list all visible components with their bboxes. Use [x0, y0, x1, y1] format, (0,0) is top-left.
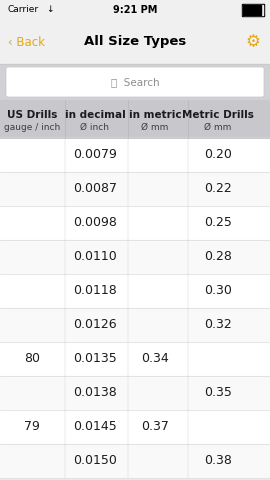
Bar: [0, 64, 270, 100]
Bar: [0, 444, 270, 478]
Bar: [0, 172, 270, 206]
Bar: [0, 100, 270, 138]
Bar: [243, 5, 263, 15]
Text: gauge / inch: gauge / inch: [4, 122, 60, 132]
Text: 9:21 PM: 9:21 PM: [113, 5, 157, 15]
Bar: [0, 376, 270, 410]
Bar: [0, 20, 270, 64]
Text: 0.0126: 0.0126: [73, 319, 117, 332]
Text: 0.0135: 0.0135: [73, 352, 117, 365]
Text: 0.30: 0.30: [204, 285, 232, 298]
Text: 0.22: 0.22: [204, 182, 232, 195]
Text: Metric Drills: Metric Drills: [182, 110, 254, 120]
Text: 0.0087: 0.0087: [73, 182, 117, 195]
Bar: [0, 206, 270, 240]
Text: 0.28: 0.28: [204, 251, 232, 264]
Text: 0.35: 0.35: [204, 386, 232, 399]
Bar: [0, 308, 270, 342]
Text: Ø mm: Ø mm: [141, 122, 169, 132]
Bar: [0, 138, 270, 172]
Text: 0.0118: 0.0118: [73, 285, 117, 298]
Bar: [0, 274, 270, 308]
Text: 80: 80: [24, 352, 40, 365]
Text: ↓: ↓: [46, 5, 54, 14]
Text: Ø inch: Ø inch: [80, 122, 110, 132]
Bar: [0, 240, 270, 274]
Bar: [0, 0, 270, 20]
Bar: [242, 4, 264, 16]
Text: 0.0145: 0.0145: [73, 420, 117, 433]
Text: 0.34: 0.34: [141, 352, 169, 365]
Text: 0.0150: 0.0150: [73, 455, 117, 468]
Text: 🔍  Search: 🔍 Search: [111, 77, 159, 87]
Text: US Drills: US Drills: [7, 110, 57, 120]
Text: 0.20: 0.20: [204, 148, 232, 161]
Text: Carrier: Carrier: [8, 5, 39, 14]
Text: ⚙: ⚙: [245, 33, 260, 51]
Text: in metric: in metric: [129, 110, 181, 120]
Text: Ø mm: Ø mm: [204, 122, 232, 132]
Bar: [0, 342, 270, 376]
FancyBboxPatch shape: [6, 67, 264, 97]
Text: 0.38: 0.38: [204, 455, 232, 468]
Text: 0.32: 0.32: [204, 319, 232, 332]
Text: 0.0098: 0.0098: [73, 216, 117, 229]
Text: 0.37: 0.37: [141, 420, 169, 433]
Text: 0.0110: 0.0110: [73, 251, 117, 264]
Text: All Size Types: All Size Types: [84, 36, 186, 48]
Text: 79: 79: [24, 420, 40, 433]
Bar: [243, 5, 261, 15]
Text: 0.0138: 0.0138: [73, 386, 117, 399]
Text: ‹ Back: ‹ Back: [8, 36, 45, 48]
Bar: [0, 410, 270, 444]
Text: 0.25: 0.25: [204, 216, 232, 229]
Text: in decimal: in decimal: [65, 110, 125, 120]
Text: 0.0079: 0.0079: [73, 148, 117, 161]
